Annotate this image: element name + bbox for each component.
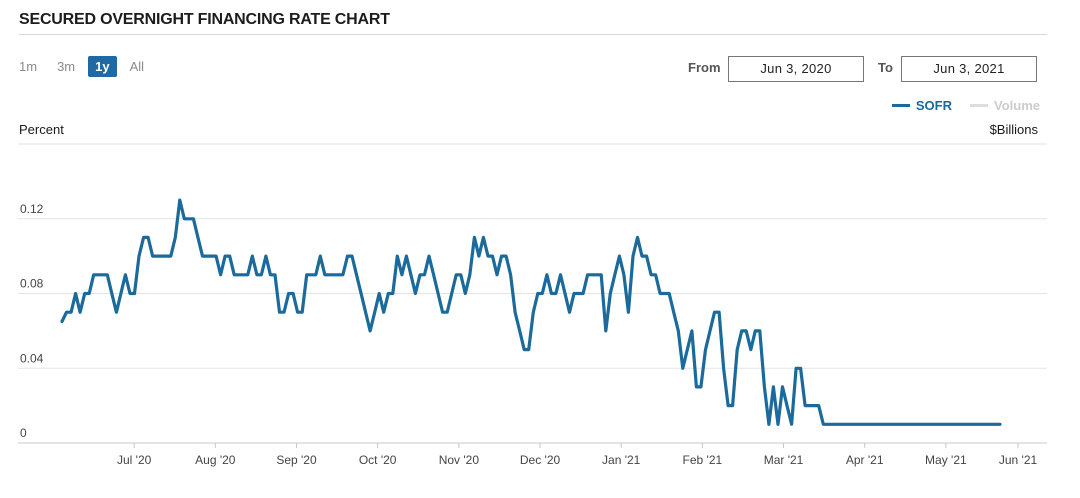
legend-label-volume: Volume	[994, 98, 1040, 113]
y-tick-label: 0	[20, 426, 27, 440]
range-button-1m[interactable]: 1m	[19, 59, 38, 74]
chart-legend: SOFR Volume	[891, 98, 1040, 113]
range-button-3m[interactable]: 3m	[57, 59, 76, 74]
from-label: From	[688, 60, 721, 75]
legend-label-sofr: SOFR	[915, 98, 952, 113]
x-tick-label: Oct '20	[359, 453, 397, 467]
x-tick-label: Feb '21	[683, 453, 723, 467]
x-tick-label: May '21	[925, 453, 967, 467]
x-tick-label: Mar '21	[764, 453, 804, 467]
x-tick-label: Apr '21	[846, 453, 884, 467]
to-label: To	[878, 60, 893, 75]
chart-title: SECURED OVERNIGHT FINANCING RATE CHART	[19, 11, 390, 28]
x-tick-label: Aug '20	[195, 453, 236, 467]
title-divider	[19, 34, 1047, 35]
legend-item-volume[interactable]: Volume	[970, 98, 1040, 113]
y-tick-label: 0.12	[20, 202, 44, 216]
range-button-all[interactable]: All	[129, 59, 145, 74]
range-button-1y[interactable]: 1y	[88, 56, 117, 77]
y2-axis-title: $Billions	[989, 122, 1038, 137]
x-tick-label: Jul '20	[117, 453, 152, 467]
x-tick-label: Nov '20	[439, 453, 480, 467]
from-date-input[interactable]: Jun 3, 2020	[728, 56, 864, 82]
x-tick-label: Jan '21	[602, 453, 641, 467]
sofr-series-line	[60, 198, 1002, 426]
legend-item-sofr[interactable]: SOFR	[891, 98, 952, 113]
legend-swatch-sofr	[891, 104, 910, 107]
x-tick-label: Sep '20	[276, 453, 317, 467]
x-tick-label: Dec '20	[520, 453, 561, 467]
y-tick-label: 0.08	[20, 277, 44, 291]
x-tick-label: Jun '21	[999, 453, 1038, 467]
to-date-input[interactable]: Jun 3, 2021	[901, 56, 1037, 82]
y-axis-title: Percent	[19, 122, 64, 137]
legend-swatch-volume	[970, 104, 988, 107]
range-selector: 1m 3m 1y All	[12, 56, 151, 77]
y-tick-label: 0.04	[20, 351, 44, 365]
